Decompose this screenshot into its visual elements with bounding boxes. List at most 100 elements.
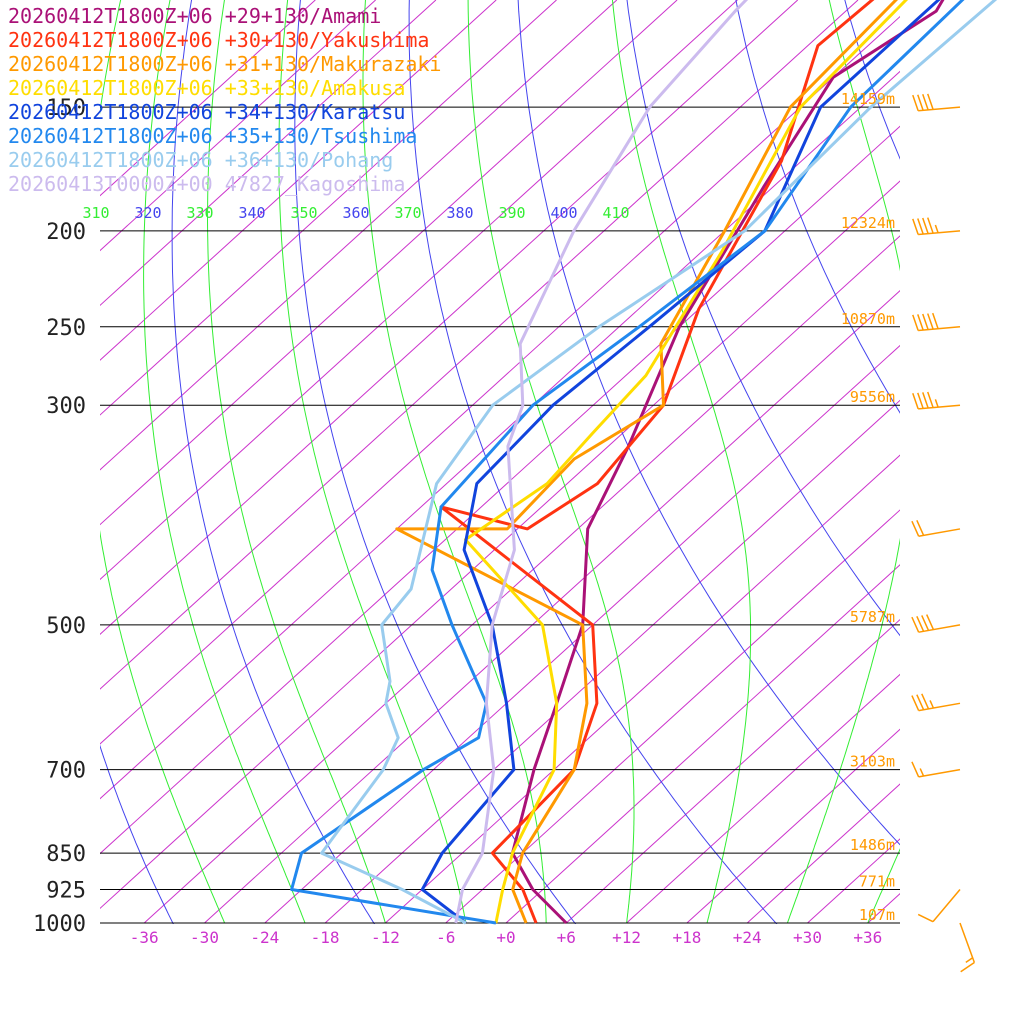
theta-label: 360	[342, 204, 369, 222]
wind-barb-flag	[912, 94, 919, 112]
wind-barb	[912, 217, 961, 236]
wind-barb-staff	[918, 404, 961, 410]
wind-barb-flag	[921, 615, 930, 631]
wind-barb-flag	[911, 695, 920, 711]
isotherm-line	[100, 0, 437, 307]
wind-barb-flag	[926, 614, 935, 630]
isotherm-line	[100, 0, 738, 581]
isotherm-line	[100, 0, 618, 471]
moist-adiabat-line	[100, 0, 226, 924]
theta-label: 350	[290, 204, 317, 222]
theta-label: 400	[550, 204, 577, 222]
isotherm-line	[100, 0, 316, 197]
temp-tick-label: +36	[853, 928, 882, 947]
isotherm-line	[100, 15, 900, 745]
legend-entry: 20260412T1800Z+06 +36+130/Pohang	[8, 148, 394, 172]
moist-adiabat-grid	[100, 0, 900, 924]
wind-barb-flag	[921, 693, 930, 710]
temp-tick-label: +30	[793, 928, 822, 947]
moist-adiabat-line	[278, 0, 467, 924]
wind-barb-flag	[912, 393, 919, 410]
isotherm-line	[100, 0, 376, 252]
wind-barb-flag	[912, 218, 919, 235]
temp-tick-label: +0	[496, 928, 515, 947]
temp-tick-label: +24	[733, 928, 762, 947]
sounding-trace-5	[420, 0, 941, 925]
wind-barb-flag	[927, 217, 934, 234]
sounding-trace-2	[439, 0, 875, 924]
wind-barb-half-flag	[965, 957, 974, 964]
height-label-500: 5787m	[850, 608, 895, 626]
moist-adiabat-line	[362, 0, 547, 924]
wind-barb-flag	[911, 616, 920, 633]
pressure-label-700: 700	[46, 759, 86, 784]
wind-barb-flag	[917, 913, 934, 923]
wind-barb-staff	[918, 106, 961, 112]
moist-adiabat-line	[611, 0, 752, 924]
isotherm-line	[100, 0, 557, 416]
dry-adiabat-line	[171, 0, 376, 924]
isotherm-line	[626, 673, 900, 924]
wind-barb-flag	[922, 94, 929, 111]
wind-barb-staff	[918, 624, 961, 633]
wind-barb-flag	[916, 615, 925, 632]
isotherm-line	[505, 564, 900, 924]
wind-barb-flag	[960, 961, 975, 973]
temp-tick-label: -24	[250, 928, 279, 947]
wind-barb-half-flag	[919, 768, 925, 777]
axis-labels: 10016589m15014159m20012324m25010870m3009…	[33, 90, 895, 947]
pressure-label-500: 500	[46, 614, 86, 639]
legend-entry: 20260413T0000Z+00 47827_Kagoshima	[8, 172, 406, 196]
theta-label: 370	[394, 204, 421, 222]
height-label-925: 771m	[859, 872, 895, 890]
theta-label: 340	[238, 204, 265, 222]
wind-barb-half-flag	[934, 224, 939, 233]
moist-adiabat-line	[143, 0, 306, 924]
sounding-trace-6	[290, 0, 965, 925]
wind-barb	[912, 312, 961, 332]
sounding-traces	[290, 0, 998, 925]
pressure-label-300: 300	[46, 394, 86, 419]
theta-label: 330	[186, 204, 213, 222]
wind-barb-half-flag	[929, 700, 935, 709]
wind-barb-flag	[922, 217, 929, 234]
isotherm-line	[100, 0, 799, 635]
wind-barbs	[911, 93, 976, 973]
pressure-label-150: 150	[46, 96, 86, 121]
temp-tick-label: -12	[371, 928, 400, 947]
temp-tick-label: -18	[311, 928, 340, 947]
wind-barb-flag	[927, 93, 934, 110]
wind-barb	[912, 93, 961, 112]
temp-tick-label: -30	[190, 928, 219, 947]
height-label-250: 10870m	[841, 310, 895, 328]
wind-barb	[959, 922, 976, 973]
theta-label: 380	[446, 204, 473, 222]
sounding-trace-8	[454, 0, 749, 924]
dry-adiabat-line	[735, 0, 900, 414]
pressure-label-925: 925	[46, 878, 86, 903]
wind-barb-flag	[917, 314, 924, 331]
legend-entry: 20260412T1800Z+06 +35+130/Tsushima	[8, 124, 418, 148]
wind-barb-flag	[917, 392, 924, 409]
wind-barb-staff	[918, 702, 961, 712]
dry-adiabat-line	[981, 0, 1024, 944]
isotherm-line	[686, 728, 900, 924]
sounding-trace-7	[320, 0, 998, 925]
moist-adiabat-line	[206, 0, 386, 924]
temp-tick-label: +12	[612, 928, 641, 947]
legend-entry: 20260412T1800Z+06 +30+130/Yakushima	[8, 28, 430, 52]
pressure-label-850: 850	[46, 842, 86, 867]
wind-barb-flag	[922, 392, 929, 409]
wind-barb-flag	[927, 391, 934, 408]
legend-entry: 20260412T1800Z+06 +31+130/Makurazaki	[8, 52, 442, 76]
dry-adiabat-line	[100, 744, 174, 924]
temp-tick-label: -6	[436, 928, 455, 947]
wind-barb-flag	[911, 761, 920, 778]
wind-barb-staff	[918, 528, 961, 537]
wind-barb-staff	[918, 768, 961, 778]
dry-adiabat-line	[408, 0, 778, 924]
wind-barb-flag	[916, 694, 925, 711]
wind-barb	[911, 519, 961, 537]
height-label-700: 3103m	[850, 753, 895, 771]
